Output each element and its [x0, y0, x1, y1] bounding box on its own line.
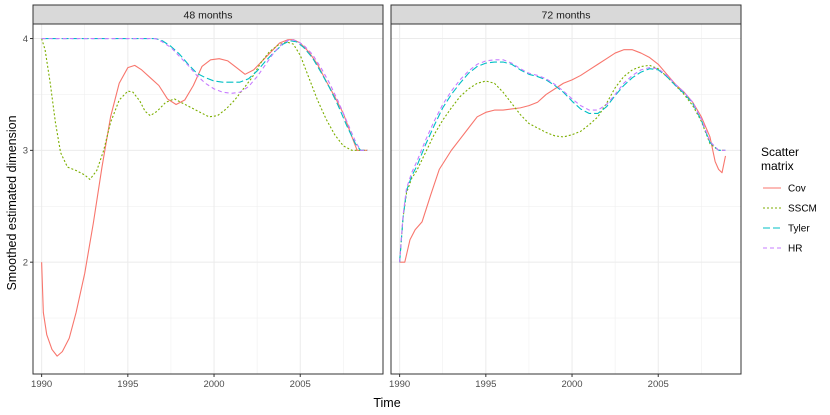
legend-title-line-2: matrix: [761, 159, 794, 173]
legend-item-tyler: Tyler: [763, 224, 810, 235]
legend-item-cov: Cov: [763, 184, 806, 195]
series-lines: [399, 49, 727, 263]
y-tick-label: 4: [23, 34, 28, 45]
legend-items: Cov SSCM Tyler HR: [763, 184, 817, 255]
legend-item-sscm: SSCM: [763, 204, 817, 215]
x-tick-label: 2000: [561, 379, 582, 390]
x-tick-label: 1990: [31, 379, 52, 390]
panel-2: 72 months 1990 1995 2000 2005: [389, 4, 742, 390]
legend-title-line-1: Scatter: [761, 145, 799, 159]
legend: Scatter matrix Cov SSCM Tyler HR: [761, 145, 817, 255]
x-axis: 1990 1995 2000 2005: [389, 374, 669, 390]
x-axis-title: Time: [373, 396, 400, 410]
y-axis: 2 3 4: [23, 34, 33, 268]
panel-border: [32, 23, 384, 375]
legend-item-hr: HR: [763, 244, 802, 255]
x-tick-label: 2005: [648, 379, 669, 390]
legend-label-hr: HR: [788, 244, 802, 255]
x-tick-label: 2005: [290, 379, 311, 390]
grid: [391, 24, 741, 374]
legend-label-tyler: Tyler: [788, 224, 810, 235]
x-tick-label: 1990: [389, 379, 410, 390]
y-tick-label: 3: [23, 146, 28, 157]
panel-strip-label: 48 months: [183, 10, 232, 22]
series-line-hr: [399, 59, 726, 263]
plot-area: [391, 24, 741, 374]
legend-label-cov: Cov: [788, 184, 806, 195]
y-tick-label: 2: [23, 257, 28, 268]
x-tick-label: 1995: [117, 379, 138, 390]
x-tick-label: 2000: [203, 379, 224, 390]
panel-border: [390, 23, 742, 375]
panel-strip-label: 72 months: [541, 10, 590, 22]
series-line-tyler: [399, 61, 726, 263]
x-axis: 1990 1995 2000 2005: [31, 374, 311, 390]
series-line-hr: [41, 37, 368, 151]
plot-area: [33, 24, 383, 374]
panel-1: 48 months 1990 1995 2000 2005 2 3 4: [23, 4, 384, 390]
x-tick-label: 1995: [475, 379, 496, 390]
series-line-sscm: [399, 64, 726, 263]
series-lines: [41, 37, 368, 357]
legend-label-sscm: SSCM: [788, 204, 817, 215]
y-axis-title: Smoothed estimated dimension: [5, 115, 19, 290]
grid: [33, 24, 383, 374]
